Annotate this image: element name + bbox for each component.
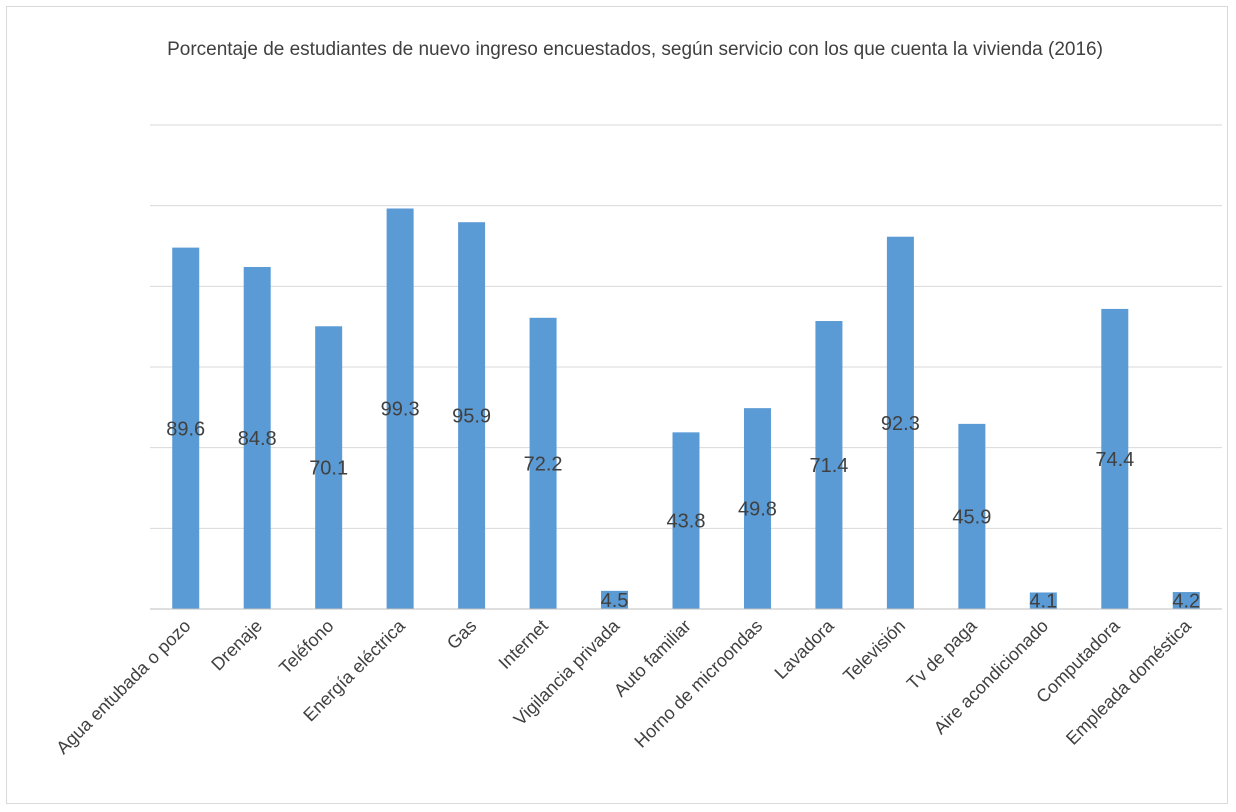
bar (386, 208, 414, 610)
bar (886, 236, 914, 609)
data-label: 84.8 (238, 428, 277, 450)
bar (1101, 308, 1129, 609)
x-tick-label: Gas (443, 616, 480, 653)
x-tick-label: Televisión (839, 616, 909, 686)
bar (958, 423, 986, 609)
data-label: 45.9 (952, 506, 991, 528)
bar (672, 432, 700, 609)
x-tick-label: Agua entubada o pozo (52, 616, 194, 758)
x-tick-label: Tv de paga (903, 615, 982, 694)
data-label: 72.2 (524, 453, 563, 475)
chart-frame (6, 6, 1228, 804)
bar (1029, 592, 1057, 609)
data-label: 49.8 (738, 499, 777, 521)
data-label: 74.4 (1095, 449, 1134, 471)
data-label: 92.3 (881, 413, 920, 435)
bar (315, 326, 343, 609)
data-label: 71.4 (809, 455, 848, 477)
x-tick-label: Internet (495, 616, 552, 673)
x-tick-label: Teléfono (275, 616, 337, 678)
data-label: 4.2 (1172, 591, 1200, 613)
bar (601, 590, 629, 609)
bar (815, 321, 843, 609)
bar (458, 222, 486, 609)
data-label: 99.3 (381, 399, 420, 421)
chart-title: Porcentaje de estudiantes de nuevo ingre… (167, 39, 1103, 60)
x-tick-label: Empleada doméstica (1062, 615, 1196, 749)
bar (743, 408, 771, 609)
bar (1172, 592, 1200, 609)
data-label: 43.8 (667, 511, 706, 533)
data-label: 95.9 (452, 406, 491, 428)
x-tick-label: Lavadora (771, 615, 839, 683)
bar (243, 266, 271, 609)
x-tick-label: Horno de microondas (630, 616, 766, 752)
x-tick-label: Drenaje (207, 616, 266, 675)
data-label: 70.1 (309, 458, 348, 480)
data-label: 4.1 (1029, 591, 1057, 613)
data-label: 4.5 (601, 590, 629, 612)
data-label: 89.6 (166, 418, 205, 440)
bar (529, 317, 557, 609)
bar (172, 247, 200, 609)
